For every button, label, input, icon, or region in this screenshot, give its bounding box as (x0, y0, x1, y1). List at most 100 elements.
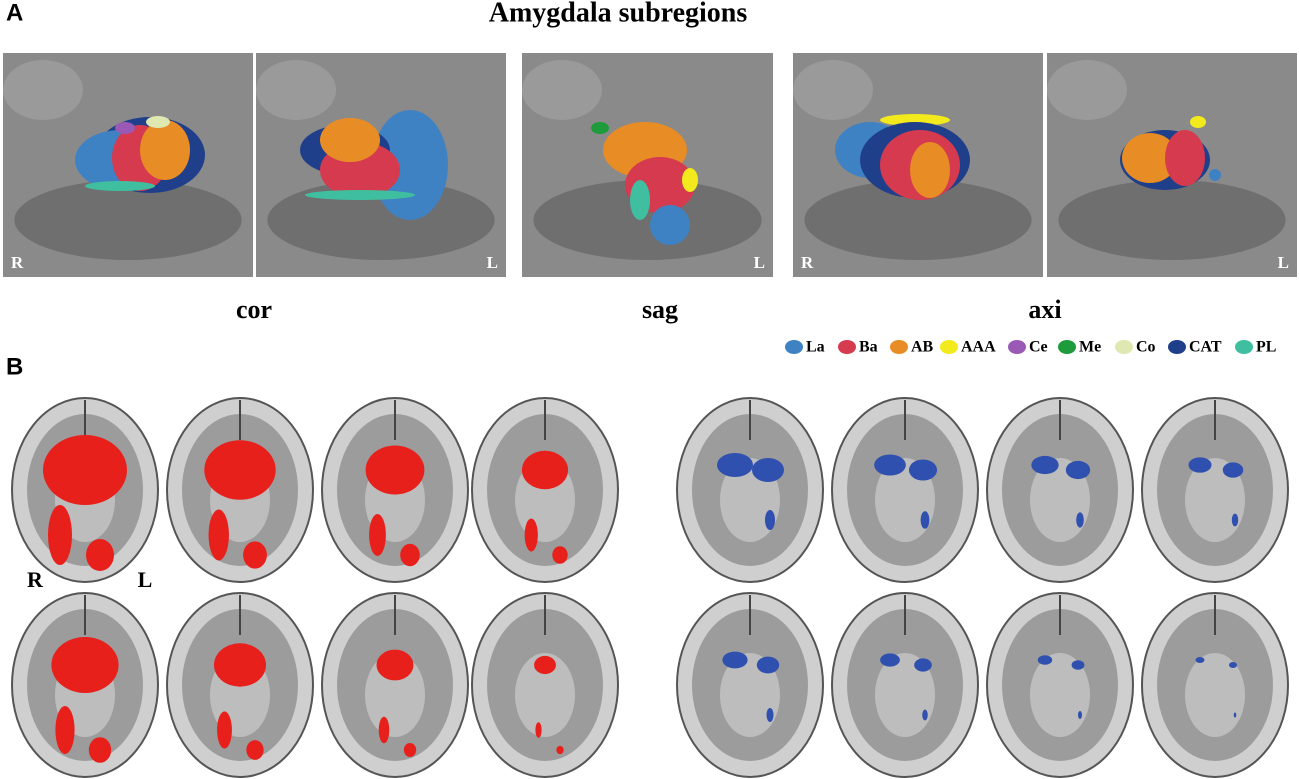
legend-swatch (890, 340, 908, 354)
activation (1071, 660, 1085, 670)
activation (874, 454, 906, 476)
subregion (320, 118, 380, 162)
subregion (85, 181, 155, 191)
activation (922, 709, 928, 721)
activation (86, 539, 114, 571)
mri-shading (1058, 180, 1286, 260)
activation (722, 651, 748, 669)
brain-core (1185, 458, 1245, 542)
legend-swatch (940, 340, 958, 354)
brain-core (515, 653, 575, 737)
legend-swatch (1008, 340, 1026, 354)
view-label: sag (642, 295, 678, 324)
activation (1065, 460, 1091, 480)
activation (524, 518, 538, 552)
brain-core (1030, 653, 1090, 737)
activation (403, 742, 417, 758)
panel-title: Amygdala subregions (489, 0, 748, 28)
mri-shading (522, 60, 602, 120)
subregion (115, 122, 135, 134)
legend-label: AAA (961, 339, 996, 356)
activation (1078, 711, 1082, 719)
activation (920, 511, 930, 529)
mri-shading (14, 180, 242, 260)
subregion (146, 116, 170, 128)
activation (376, 649, 414, 681)
activation (752, 458, 784, 482)
brain-core (1030, 458, 1090, 542)
legend-label: Co (1136, 339, 1156, 356)
activation (246, 740, 264, 760)
activation (55, 706, 75, 754)
legend-swatch (1168, 340, 1186, 354)
activation (880, 653, 900, 667)
activation (88, 737, 112, 763)
subregion (591, 122, 609, 134)
activation (765, 510, 775, 530)
view-label: axi (1028, 295, 1061, 324)
activation (521, 450, 569, 490)
activation (1222, 462, 1244, 478)
activation (552, 546, 568, 564)
subregion (650, 205, 690, 245)
side-label: L (138, 567, 153, 592)
subregion (880, 114, 950, 126)
activation (534, 655, 556, 675)
activation (204, 440, 276, 500)
brain-core (875, 653, 935, 737)
activation (243, 541, 267, 569)
activation (1229, 662, 1237, 668)
activation (208, 509, 229, 561)
panel-label: B (6, 353, 23, 380)
legend-label: Ce (1029, 339, 1048, 356)
orientation-label: L (487, 253, 498, 272)
subregion (1165, 130, 1205, 186)
activation (217, 711, 232, 749)
mri-shading (1047, 60, 1127, 120)
legend-label: CAT (1189, 339, 1222, 356)
subregion (630, 180, 650, 220)
subregion (682, 168, 698, 192)
subregion (1190, 116, 1206, 128)
legend-swatch (1115, 340, 1133, 354)
activation (365, 445, 425, 495)
orientation-label: L (1278, 253, 1289, 272)
side-label: R (27, 567, 44, 592)
activation (1195, 657, 1205, 663)
activation (1076, 512, 1084, 528)
view-label: cor (236, 295, 272, 324)
activation (756, 656, 780, 674)
activation (1031, 455, 1059, 475)
brain-core (1185, 653, 1245, 737)
activation (213, 643, 267, 687)
subregion (140, 120, 190, 180)
legend-label: Ba (859, 339, 878, 356)
brain-core (365, 653, 425, 737)
activation (1037, 655, 1053, 665)
panel-label: A (6, 0, 23, 26)
subregion (910, 142, 950, 198)
subregion (1209, 169, 1221, 181)
activation (717, 453, 753, 477)
activation (378, 716, 390, 744)
activation (400, 543, 420, 567)
orientation-label: R (801, 253, 814, 272)
legend-swatch (1058, 340, 1076, 354)
activation (1231, 513, 1239, 527)
legend-swatch (838, 340, 856, 354)
legend-swatch (1235, 340, 1253, 354)
orientation-label: R (11, 253, 24, 272)
legend-label: PL (1256, 339, 1276, 356)
legend-label: AB (911, 339, 934, 356)
legend-label: Me (1079, 339, 1101, 356)
activation (369, 514, 386, 556)
mri-shading (3, 60, 83, 120)
activation (556, 745, 564, 755)
mri-shading (256, 60, 336, 120)
orientation-label: L (754, 253, 765, 272)
activation (914, 658, 932, 672)
activation (908, 459, 938, 481)
mri-shading (804, 180, 1032, 260)
